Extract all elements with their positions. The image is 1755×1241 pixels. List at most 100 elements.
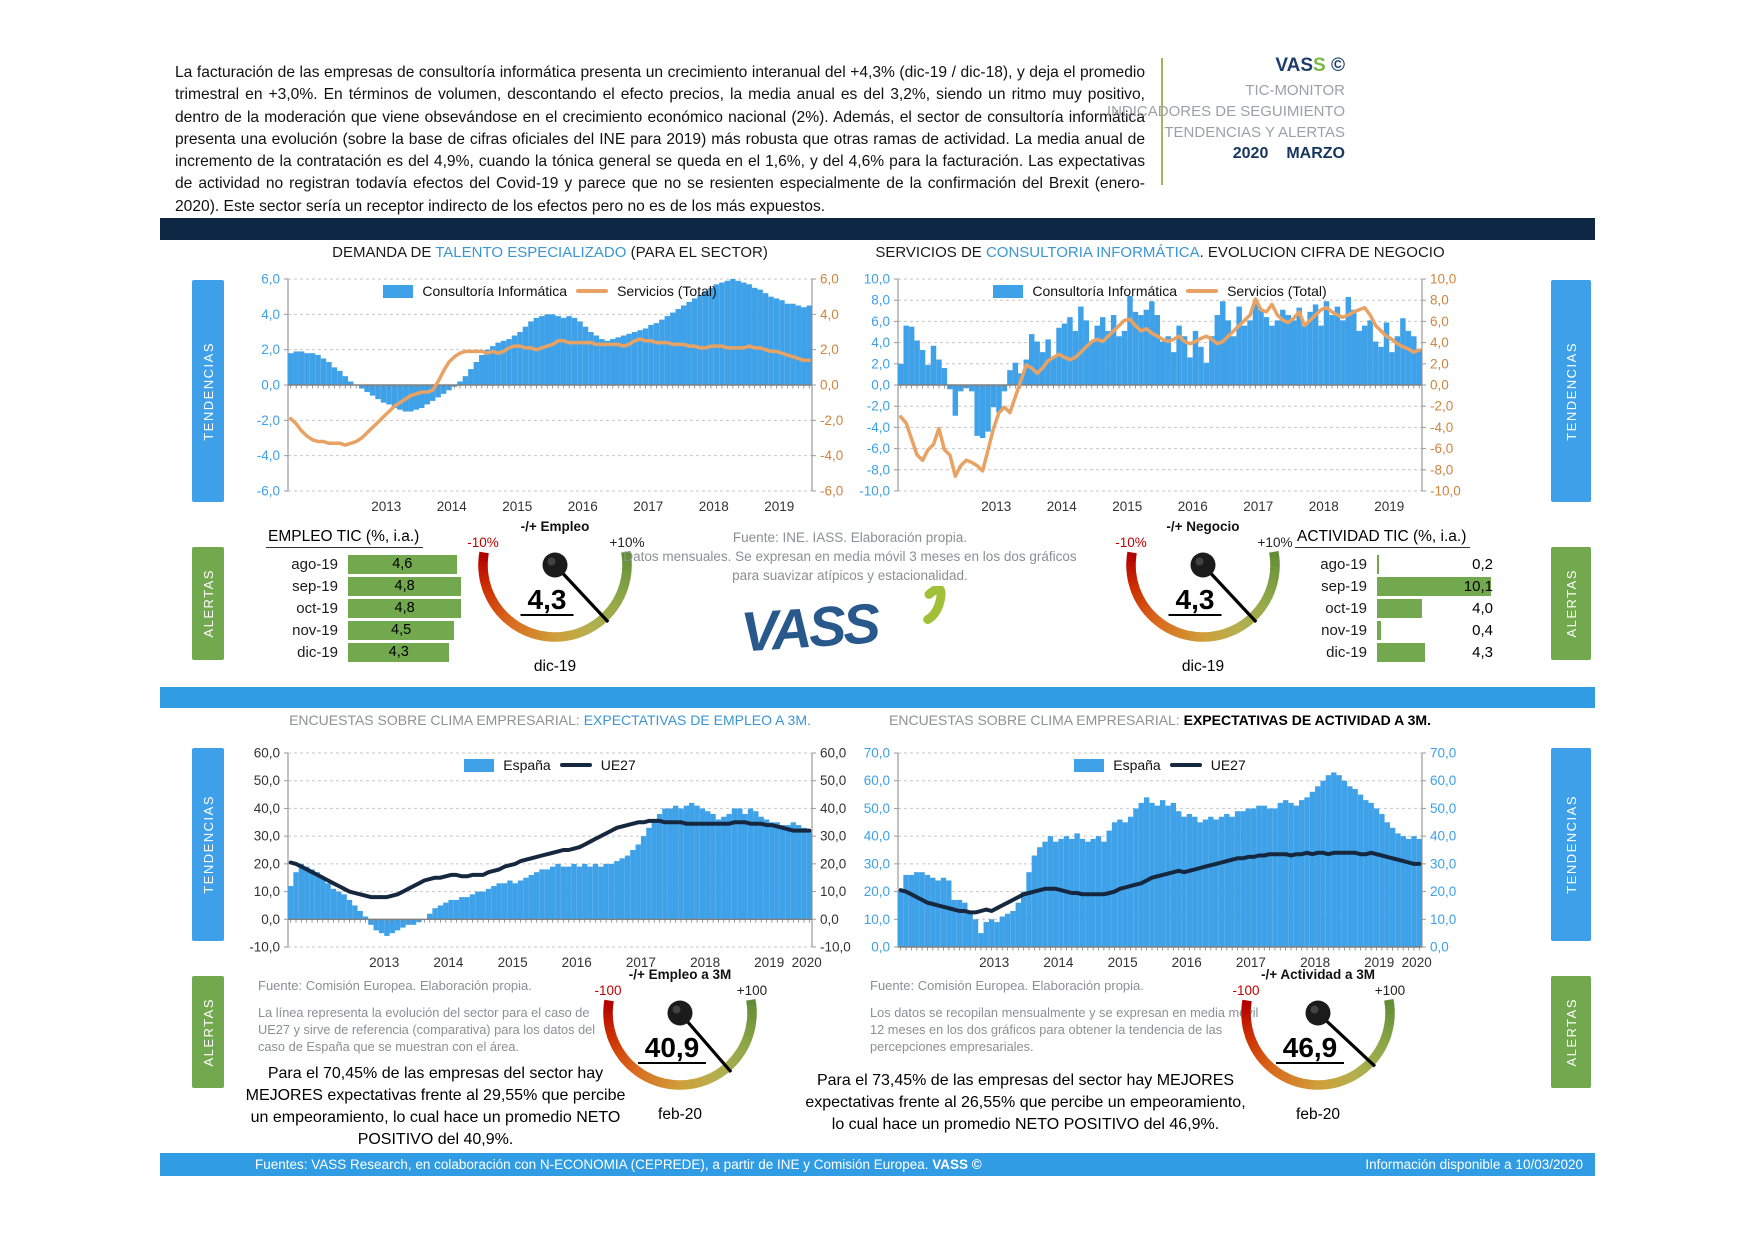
- tab-tendencias-bottom-right: TENDENCIAS: [1551, 748, 1591, 941]
- svg-text:6,0: 6,0: [871, 314, 890, 329]
- svg-text:50,0: 50,0: [864, 801, 890, 816]
- gauge-empleo-3m-period: feb-20: [658, 1106, 702, 1123]
- svg-text:8,0: 8,0: [1430, 293, 1449, 308]
- chart-talento: -6,0 -6,0 -4,0 -4,0 -2,0 -2,0 0,0 0,0 2,0 2,0 4,0 4…: [230, 263, 870, 519]
- svg-text:-100: -100: [594, 983, 621, 998]
- svg-text:20,0: 20,0: [864, 884, 890, 899]
- gauge-negocio: -/+ Negocio -10% +10% 4,3 dic-19: [1103, 519, 1303, 676]
- svg-text:2013: 2013: [369, 955, 399, 970]
- tab-alertas-top-left: ALERTAS: [192, 547, 224, 660]
- empleo3m-legend: España UE27: [230, 757, 870, 773]
- svg-text:-6,0: -6,0: [820, 484, 843, 499]
- svg-text:-8,0: -8,0: [867, 462, 890, 477]
- svg-text:2014: 2014: [1047, 499, 1078, 514]
- svg-text:2016: 2016: [1178, 499, 1208, 514]
- svg-text:46,9: 46,9: [1283, 1032, 1338, 1063]
- svg-text:70,0: 70,0: [1430, 746, 1456, 761]
- gauge-empleo-3m-dial: -100 +100 40,9: [580, 983, 780, 1104]
- svg-text:2015: 2015: [498, 955, 528, 970]
- svg-text:0,0: 0,0: [1430, 378, 1449, 393]
- svg-text:20,0: 20,0: [1430, 884, 1456, 899]
- table-row: nov-19 4,5: [266, 619, 466, 641]
- svg-text:60,0: 60,0: [1430, 773, 1456, 788]
- gauge-negocio-period: dic-19: [1181, 658, 1225, 675]
- svg-text:2,0: 2,0: [871, 356, 890, 371]
- chart-empleo-3m: -10,0 -10,0 0,0 0,0 10,0 10,0 20,0 20,0 30,0 30,0…: [230, 737, 870, 975]
- svg-text:2016: 2016: [562, 955, 592, 970]
- svg-text:-10%: -10%: [467, 535, 499, 550]
- svg-text:10,0: 10,0: [820, 884, 846, 899]
- svg-text:4,3: 4,3: [528, 584, 567, 615]
- svg-text:0,0: 0,0: [261, 378, 280, 393]
- svg-text:2018: 2018: [1309, 499, 1339, 514]
- brand-subtitle-2: INDICADORES DE SEGUIMIENTO: [1106, 103, 1345, 120]
- empleo3m-canvas: -10,0 -10,0 0,0 0,0 10,0 10,0 20,0 20,0 30,0 30,0…: [249, 746, 851, 971]
- svg-text:20,0: 20,0: [254, 856, 280, 871]
- footer-sources: Fuentes: VASS Research, en colaboración …: [255, 1157, 982, 1172]
- gauge-actividad-3m: -/+ Actividad a 3M -100 +100 46,9 feb-20: [1218, 967, 1418, 1124]
- svg-text:40,0: 40,0: [864, 829, 890, 844]
- negocio-canvas: -10,0 -10,0 -8,0 -8,0 -6,0 -6,0 -4,0 -4,0 -2,0 -2…: [859, 272, 1461, 515]
- table-row: ago-19 0,2: [1320, 554, 1493, 574]
- svg-text:60,0: 60,0: [254, 746, 280, 761]
- actividad3m-legend: España UE27: [840, 757, 1480, 773]
- svg-text:10,0: 10,0: [1430, 272, 1456, 287]
- footer-availability: Información disponible a 10/03/2020: [1365, 1157, 1583, 1172]
- svg-text:0,0: 0,0: [261, 912, 280, 927]
- svg-text:2013: 2013: [981, 499, 1011, 514]
- chart-title-actividad-3m: ENCUESTAS SOBRE CLIMA EMPRESARIAL: EXPEC…: [889, 712, 1431, 728]
- svg-text:2017: 2017: [1236, 955, 1266, 970]
- empleo-tic-table: EMPLEO TIC (%, i.a.) ago-19 4,6 sep-19 4,8 o…: [266, 528, 466, 663]
- svg-text:40,0: 40,0: [820, 801, 846, 816]
- svg-text:0,0: 0,0: [871, 378, 890, 393]
- gauge-empleo-period: dic-19: [533, 658, 577, 675]
- svg-text:2,0: 2,0: [820, 342, 839, 357]
- svg-text:30,0: 30,0: [864, 856, 890, 871]
- bottom-right-summary: Para el 73,45% de las empresas del secto…: [805, 1072, 1246, 1134]
- svg-text:2017: 2017: [633, 499, 663, 514]
- brand-logo-text: VASS ©: [1275, 55, 1345, 76]
- svg-text:10,0: 10,0: [1430, 912, 1456, 927]
- svg-text:6,0: 6,0: [1430, 314, 1449, 329]
- table-row: dic-19 4,3: [1326, 642, 1493, 662]
- svg-text:2019: 2019: [1374, 499, 1404, 514]
- brand-date: 2020 MARZO: [1232, 145, 1345, 162]
- svg-text:10,0: 10,0: [864, 272, 890, 287]
- table-row: nov-19 0,4: [1321, 620, 1493, 640]
- svg-text:2017: 2017: [626, 955, 656, 970]
- svg-text:-2,0: -2,0: [257, 413, 280, 428]
- top-source-note: Fuente: INE. IASS. Elaboración propia. D…: [623, 530, 1077, 583]
- header-divider: [1161, 58, 1163, 185]
- intro-paragraph: La facturación de las empresas de consul…: [175, 64, 1145, 215]
- svg-text:2014: 2014: [1043, 955, 1074, 970]
- gauge-actividad-3m-period: feb-20: [1296, 1106, 1340, 1123]
- svg-text:8,0: 8,0: [871, 293, 890, 308]
- svg-text:2015: 2015: [1108, 955, 1138, 970]
- svg-text:2020: 2020: [1402, 955, 1432, 970]
- talento-canvas: -6,0 -6,0 -4,0 -4,0 -2,0 -2,0 0,0 0,0 2,0 2,0 4,0 4…: [257, 272, 844, 515]
- svg-text:-6,0: -6,0: [257, 484, 280, 499]
- svg-text:2019: 2019: [1364, 955, 1394, 970]
- tab-alertas-top-right: ALERTAS: [1551, 547, 1591, 660]
- svg-text:-10,0: -10,0: [1430, 484, 1461, 499]
- svg-text:40,0: 40,0: [254, 801, 280, 816]
- svg-text:50,0: 50,0: [820, 773, 846, 788]
- gauge-empleo-3m: -/+ Empleo a 3M -100 +100 40,9 feb-20: [580, 967, 780, 1124]
- bottom-right-source-note: Fuente: Comisión Europea. Elaboración pr…: [870, 978, 1259, 1055]
- chart-title-empleo-3m: ENCUESTAS SOBRE CLIMA EMPRESARIAL: EXPEC…: [289, 712, 811, 728]
- brand-subtitle-3: TENDENCIAS Y ALERTAS: [1164, 124, 1345, 141]
- svg-text:0,0: 0,0: [1430, 940, 1449, 955]
- svg-text:2015: 2015: [502, 499, 532, 514]
- tab-tendencias-top-left: TENDENCIAS: [192, 280, 224, 502]
- actividad-tic-table-rows: ago-19 0,2 sep-19 10,1 oct-19 4,0 nov-19 0,4 dic…: [1295, 553, 1495, 663]
- svg-text:2014: 2014: [437, 499, 468, 514]
- svg-text:4,0: 4,0: [871, 335, 890, 350]
- svg-text:+10%: +10%: [1258, 535, 1293, 550]
- svg-text:-2,0: -2,0: [1430, 399, 1453, 414]
- vass-logo: VASS: [735, 584, 965, 666]
- chart-title-talento: DEMANDA DE TALENTO ESPECIALIZADO (PARA E…: [332, 244, 768, 261]
- table-row: sep-19 4,8: [266, 575, 466, 597]
- chart-title-negocio: SERVICIOS DE CONSULTORIA INFORMÁTICA. EV…: [875, 244, 1445, 261]
- negocio-legend: Consultoría Informática Servicios (Total): [840, 283, 1480, 299]
- tab-tendencias-top-right: TENDENCIAS: [1551, 280, 1591, 502]
